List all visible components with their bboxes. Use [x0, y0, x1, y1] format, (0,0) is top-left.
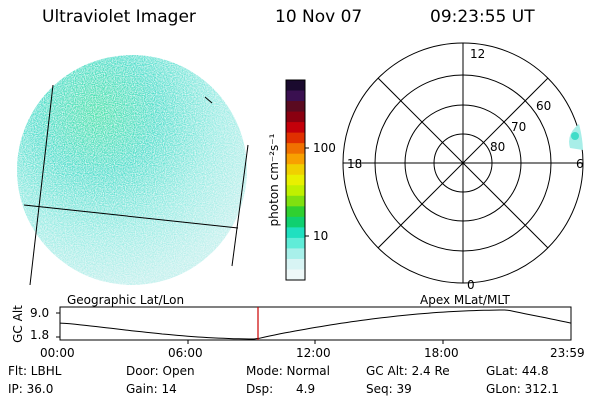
- lat-label-60: 60: [536, 99, 551, 113]
- date-label: 10 Nov 07: [275, 7, 363, 27]
- footer-field: Gain: 14: [126, 382, 177, 396]
- footer-field: Dsp: 4.9: [246, 382, 315, 396]
- polar-plot: [342, 42, 584, 284]
- mlt-label-18: 18: [347, 157, 362, 171]
- colorbar-segment: [286, 248, 305, 260]
- colorbar-segment: [286, 101, 305, 113]
- footer-field: Door: Open: [126, 364, 195, 378]
- ts-right-title: Apex MLat/MLT: [420, 293, 510, 307]
- footer-field: Seq: 39: [366, 382, 412, 396]
- colorbar-segment: [286, 185, 305, 197]
- altitude-timeseries: [56, 306, 572, 344]
- colorbar: [286, 80, 305, 281]
- time-label: 09:23:55 UT: [430, 7, 535, 27]
- xtick: 06:00: [168, 346, 203, 360]
- colorbar-segment: [286, 206, 305, 218]
- footer-field: GLat: 44.8: [486, 364, 549, 378]
- mlt-label-12: 12: [470, 47, 485, 61]
- colorbar-segment: [286, 227, 305, 239]
- polar-aurora-spot: [569, 124, 583, 150]
- colorbar-segment: [286, 237, 305, 250]
- xtick: 18:00: [424, 346, 459, 360]
- colorbar-segment: [286, 122, 305, 134]
- mlt-label-6: 6: [576, 157, 584, 171]
- colorbar-segment: [286, 216, 305, 228]
- ts-ylabel: GC Alt: [11, 305, 25, 343]
- colorbar-segment: [286, 174, 305, 186]
- footer-field: Mode: Normal: [246, 364, 330, 378]
- plot-title: Ultraviolet Imager: [42, 7, 196, 27]
- colorbar-segment: [286, 258, 305, 271]
- geo-grid-line: [231, 144, 249, 267]
- mlt-label-0: 0: [467, 278, 475, 292]
- colorbar-tick: 10: [313, 229, 328, 243]
- colorbar-tick: 100: [313, 141, 336, 155]
- colorbar-segment: [286, 90, 305, 102]
- ytick-1-8: 1.8: [30, 328, 49, 342]
- colorbar-segment: [286, 132, 305, 144]
- colorbar-label: photon cm⁻²s⁻¹: [267, 133, 281, 226]
- footer-field: GC Alt: 2.4 Re: [366, 364, 450, 378]
- colorbar-segment: [286, 269, 305, 281]
- colorbar-segment: [286, 153, 305, 165]
- xtick: 12:00: [296, 346, 331, 360]
- xtick: 23:59: [550, 346, 585, 360]
- colorbar-frame: [285, 79, 306, 281]
- colorbar-segment: [286, 143, 305, 155]
- lat-label-70: 70: [511, 120, 526, 134]
- footer-field: IP: 36.0: [8, 382, 53, 396]
- footer-field: Flt: LBHL: [8, 364, 62, 378]
- geo-grid-line: [204, 96, 213, 104]
- ts-left-title: Geographic Lat/Lon: [67, 293, 184, 307]
- colorbar-segment: [286, 80, 305, 92]
- footer-info: Flt: LBHL Door: Open Mode: Normal GC Alt…: [8, 364, 559, 396]
- lat-label-80: 80: [490, 140, 505, 154]
- colorbar-segment: [286, 111, 305, 123]
- geo-grid-line: [29, 84, 54, 286]
- colorbar-segment: [286, 195, 305, 207]
- footer-field: GLon: 312.1: [486, 382, 559, 396]
- uv-image-disk: [17, 55, 249, 286]
- colorbar-segment: [286, 164, 305, 176]
- geo-grid-line: [23, 204, 239, 229]
- xtick: 00:00: [40, 346, 75, 360]
- ytick-9: 9.0: [30, 306, 49, 320]
